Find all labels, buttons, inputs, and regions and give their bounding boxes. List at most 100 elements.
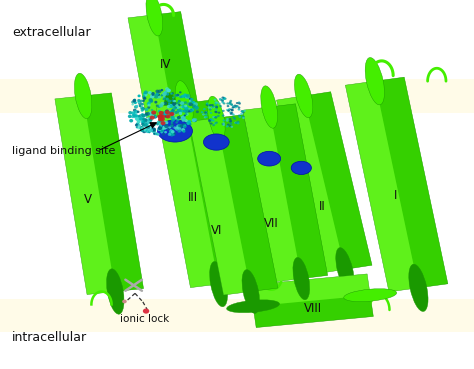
Ellipse shape <box>143 119 147 123</box>
Ellipse shape <box>147 101 151 104</box>
Ellipse shape <box>226 120 228 122</box>
Ellipse shape <box>142 118 146 121</box>
Ellipse shape <box>157 93 160 96</box>
Ellipse shape <box>230 103 233 106</box>
Ellipse shape <box>221 99 224 101</box>
Ellipse shape <box>139 117 144 121</box>
Ellipse shape <box>171 113 175 116</box>
Ellipse shape <box>182 119 185 122</box>
Ellipse shape <box>233 118 236 120</box>
Ellipse shape <box>151 128 156 131</box>
Ellipse shape <box>229 120 232 123</box>
Ellipse shape <box>158 123 163 126</box>
Ellipse shape <box>146 119 149 121</box>
Ellipse shape <box>229 111 232 114</box>
Ellipse shape <box>137 127 141 130</box>
Ellipse shape <box>222 114 225 117</box>
Ellipse shape <box>229 101 232 103</box>
Polygon shape <box>156 100 247 287</box>
Ellipse shape <box>152 93 155 96</box>
Polygon shape <box>375 77 448 288</box>
Ellipse shape <box>168 110 171 113</box>
Ellipse shape <box>230 113 232 115</box>
Text: intracellular: intracellular <box>12 331 87 344</box>
Text: V: V <box>84 193 92 206</box>
Ellipse shape <box>179 96 182 98</box>
Ellipse shape <box>148 128 153 132</box>
Ellipse shape <box>224 98 227 100</box>
Ellipse shape <box>151 127 155 131</box>
Ellipse shape <box>176 102 179 104</box>
Ellipse shape <box>170 133 173 137</box>
Ellipse shape <box>344 289 397 301</box>
Ellipse shape <box>204 111 207 114</box>
Ellipse shape <box>144 93 147 96</box>
Ellipse shape <box>210 262 228 307</box>
Ellipse shape <box>191 118 196 122</box>
Ellipse shape <box>229 118 231 120</box>
Ellipse shape <box>293 258 310 300</box>
Ellipse shape <box>184 126 186 128</box>
Ellipse shape <box>189 97 191 100</box>
Ellipse shape <box>153 132 157 135</box>
Ellipse shape <box>161 89 163 91</box>
Text: III: III <box>188 191 199 204</box>
Ellipse shape <box>208 119 211 121</box>
Ellipse shape <box>134 101 137 104</box>
Ellipse shape <box>132 99 136 102</box>
Ellipse shape <box>184 101 187 104</box>
Ellipse shape <box>218 103 221 105</box>
Ellipse shape <box>215 121 218 124</box>
Ellipse shape <box>201 111 203 113</box>
Polygon shape <box>155 12 199 114</box>
Ellipse shape <box>184 104 187 107</box>
Ellipse shape <box>210 118 212 121</box>
Ellipse shape <box>205 111 208 113</box>
Ellipse shape <box>151 92 155 95</box>
Ellipse shape <box>157 114 163 118</box>
Ellipse shape <box>146 125 151 129</box>
Ellipse shape <box>163 111 166 114</box>
Ellipse shape <box>158 114 163 118</box>
Ellipse shape <box>137 120 140 123</box>
Ellipse shape <box>230 108 233 111</box>
Ellipse shape <box>133 114 138 118</box>
Ellipse shape <box>209 108 211 111</box>
Ellipse shape <box>152 123 156 127</box>
Ellipse shape <box>203 108 206 110</box>
Ellipse shape <box>208 104 211 107</box>
Ellipse shape <box>136 126 138 128</box>
Ellipse shape <box>171 92 174 94</box>
Polygon shape <box>346 81 419 292</box>
Ellipse shape <box>150 114 154 118</box>
Ellipse shape <box>185 113 187 115</box>
Ellipse shape <box>148 91 152 94</box>
Text: extracellular: extracellular <box>12 26 91 39</box>
Ellipse shape <box>171 110 175 113</box>
Ellipse shape <box>184 96 187 99</box>
Ellipse shape <box>193 103 198 106</box>
Ellipse shape <box>172 102 176 106</box>
Ellipse shape <box>145 113 148 116</box>
Ellipse shape <box>182 124 187 128</box>
Ellipse shape <box>221 123 224 125</box>
Ellipse shape <box>221 100 224 102</box>
Polygon shape <box>128 12 199 117</box>
Ellipse shape <box>154 101 157 104</box>
Ellipse shape <box>147 102 150 105</box>
Ellipse shape <box>148 111 153 115</box>
Ellipse shape <box>158 126 162 130</box>
Ellipse shape <box>141 127 144 129</box>
Ellipse shape <box>152 129 156 132</box>
Text: VII: VII <box>264 217 279 230</box>
Ellipse shape <box>144 94 147 96</box>
Ellipse shape <box>230 104 233 106</box>
Ellipse shape <box>134 105 138 108</box>
Ellipse shape <box>176 94 180 96</box>
Ellipse shape <box>131 115 135 118</box>
Ellipse shape <box>186 94 190 98</box>
Ellipse shape <box>164 131 167 134</box>
Ellipse shape <box>144 118 148 123</box>
Ellipse shape <box>145 123 148 125</box>
Ellipse shape <box>175 104 179 107</box>
